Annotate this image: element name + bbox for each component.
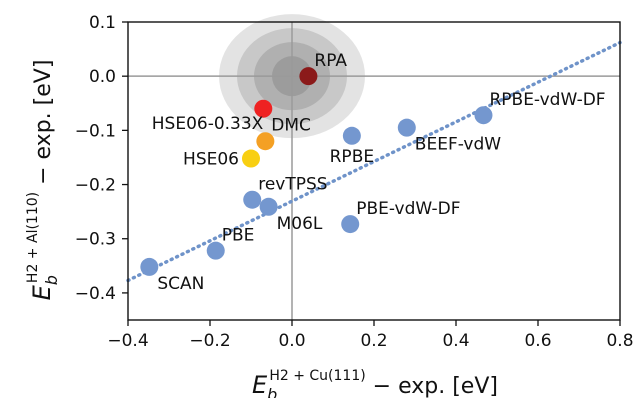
point-label-scan: SCAN (157, 274, 204, 294)
point-labels: RPA DMC HSE06-0.33X HSE06 RPBE BEEF-vdW RPBE-v… (152, 51, 606, 294)
trend-line (126, 40, 622, 283)
data-point-beef-vdw (397, 118, 416, 137)
point-label-rpa: RPA (314, 51, 347, 71)
y-axis-label: EbH2 + Al(110) − exp. [eV] (25, 60, 61, 301)
x-tick-label: −0.2 (189, 331, 230, 351)
point-label-dmc: DMC (271, 116, 311, 136)
point-label-m06l: M06L (277, 214, 323, 234)
data-point-m06l (259, 197, 278, 216)
x-tick-label: 0.2 (360, 331, 387, 351)
data-point-pbe-vdw-df (341, 215, 360, 234)
x-tick-label: 0.0 (278, 331, 305, 351)
x-axis-label: EbH2 + Cu(111) − exp. [eV] (252, 368, 498, 398)
data-point-revtpss (243, 190, 262, 209)
y-tick-label: 0.1 (89, 13, 116, 33)
y-tick-label: −0.4 (75, 284, 116, 304)
x-tick-label: 0.8 (606, 331, 633, 351)
point-label-pbe-vdw-df: PBE-vdW-DF (356, 199, 460, 219)
point-label-pbe: PBE (222, 226, 255, 246)
data-point-scan (140, 257, 159, 276)
y-tick-label: −0.2 (75, 176, 116, 196)
point-label-rpbe: RPBE (330, 147, 374, 167)
data-point-hse06 (242, 149, 260, 168)
data-points (140, 67, 493, 276)
point-label-rpbe-vdw-df: RPBE-vdW-DF (489, 90, 605, 110)
y-tick-label: −0.3 (75, 230, 116, 250)
point-label-hse06-0-33x: HSE06-0.33X (152, 114, 264, 134)
x-tick-label: 0.6 (524, 331, 551, 351)
point-label-hse06: HSE06 (183, 150, 239, 170)
data-point-dmc (254, 99, 273, 118)
data-point-rpbe (342, 126, 361, 145)
data-point-hse06-0-33x (256, 132, 275, 151)
point-label-beef-vdw: BEEF-vdW (415, 135, 501, 155)
y-tick-label: −0.1 (75, 121, 116, 141)
data-point-pbe (206, 241, 225, 260)
trend-line-layer (126, 40, 622, 283)
point-label-revtpss: revTPSS (258, 175, 327, 195)
y-tick-label: 0.0 (89, 67, 116, 87)
data-point-rpa (299, 67, 318, 86)
data-point-rpbe-vdw-df (474, 106, 493, 125)
x-tick-label: −0.4 (107, 331, 148, 351)
x-tick-label: 0.4 (442, 331, 469, 351)
axes: −0.4 −0.2 0.0 0.2 0.4 0.6 0.8 0.1 0.0 −0.1 −0.2 −0.… (75, 13, 634, 351)
zero-lines (128, 22, 620, 320)
